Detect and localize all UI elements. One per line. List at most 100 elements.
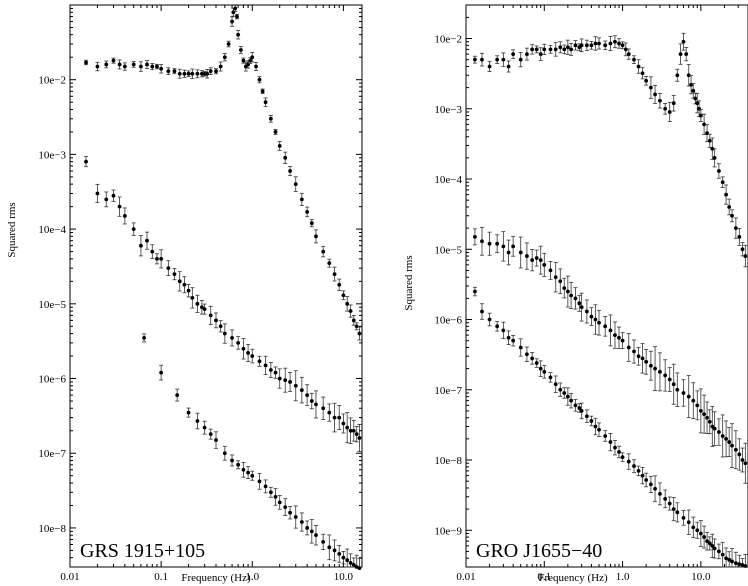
data-point bbox=[348, 428, 353, 433]
data-point bbox=[530, 258, 535, 263]
data-point bbox=[702, 122, 707, 127]
data-point bbox=[553, 275, 558, 280]
data-point bbox=[473, 289, 477, 294]
data-point bbox=[159, 256, 164, 261]
data-point bbox=[686, 73, 691, 78]
data-point bbox=[565, 394, 570, 399]
data-point bbox=[159, 370, 164, 375]
data-point bbox=[283, 505, 288, 510]
data-point bbox=[693, 96, 698, 101]
data-point bbox=[705, 539, 709, 544]
data-point bbox=[202, 307, 207, 311]
data-point bbox=[139, 243, 143, 248]
data-point bbox=[293, 182, 298, 187]
data-point bbox=[613, 333, 617, 338]
data-point bbox=[530, 47, 535, 52]
data-point bbox=[743, 564, 748, 568]
data-point bbox=[257, 479, 262, 484]
data-point bbox=[202, 425, 207, 430]
data-point bbox=[653, 366, 657, 371]
data-point bbox=[743, 461, 748, 466]
data-point bbox=[195, 301, 200, 306]
data-point bbox=[195, 419, 200, 423]
data-point bbox=[632, 464, 636, 468]
data-point bbox=[186, 71, 191, 76]
data-point bbox=[740, 458, 745, 462]
data-point bbox=[142, 335, 146, 340]
data-point bbox=[332, 272, 337, 276]
data-point bbox=[273, 370, 278, 375]
data-point bbox=[686, 394, 691, 399]
data-point bbox=[351, 428, 356, 433]
data-point bbox=[548, 375, 553, 380]
data-point bbox=[277, 143, 282, 148]
data-point bbox=[348, 561, 353, 565]
data-point bbox=[695, 528, 700, 533]
data-point bbox=[623, 47, 628, 52]
data-point bbox=[525, 52, 529, 57]
data-point bbox=[589, 43, 594, 48]
data-point bbox=[246, 351, 250, 355]
data-point bbox=[122, 214, 127, 218]
data-point bbox=[501, 57, 506, 62]
data-point bbox=[542, 262, 547, 267]
data-point bbox=[720, 434, 725, 438]
data-point bbox=[293, 383, 298, 388]
data-point bbox=[727, 205, 732, 209]
data-point bbox=[268, 116, 273, 121]
data-point bbox=[534, 361, 539, 365]
data-point bbox=[589, 314, 594, 319]
data-point bbox=[195, 71, 200, 76]
data-point bbox=[117, 62, 122, 67]
data-point bbox=[139, 64, 143, 69]
data-point bbox=[577, 406, 582, 410]
data-point bbox=[345, 301, 350, 306]
data-point bbox=[182, 282, 187, 287]
data-point bbox=[495, 241, 500, 246]
data-point bbox=[593, 41, 598, 46]
data-point bbox=[640, 71, 645, 76]
data-point bbox=[263, 100, 268, 105]
data-point bbox=[283, 155, 288, 160]
data-point bbox=[720, 180, 725, 185]
data-point bbox=[653, 486, 657, 491]
data-point bbox=[613, 445, 617, 450]
y-tick-label: 10e−6 bbox=[38, 374, 66, 386]
data-point bbox=[691, 398, 696, 403]
data-point bbox=[473, 57, 477, 62]
data-point bbox=[214, 438, 218, 442]
data-point bbox=[131, 62, 136, 67]
data-point bbox=[155, 256, 159, 261]
data-point bbox=[603, 43, 608, 48]
data-point bbox=[321, 540, 326, 544]
data-point bbox=[597, 41, 601, 46]
data-point bbox=[702, 535, 707, 539]
data-point bbox=[737, 234, 742, 239]
y-tick-label: 10e−5 bbox=[434, 244, 462, 256]
series-2 bbox=[472, 286, 748, 568]
x-tick-label: 10.0 bbox=[691, 571, 711, 583]
data-point bbox=[254, 64, 258, 69]
data-point bbox=[730, 213, 734, 218]
data-point bbox=[345, 425, 350, 430]
series-1 bbox=[84, 156, 362, 452]
data-point bbox=[553, 382, 558, 387]
data-point bbox=[236, 340, 241, 345]
data-point bbox=[733, 226, 738, 231]
data-point bbox=[214, 318, 218, 323]
x-tick-label: 0.1 bbox=[537, 571, 551, 583]
data-point bbox=[727, 557, 732, 562]
y-tick-label: 10e−3 bbox=[434, 104, 462, 116]
data-point bbox=[617, 41, 621, 46]
data-point bbox=[579, 409, 584, 413]
data-point bbox=[579, 43, 584, 48]
data-point bbox=[584, 309, 589, 314]
data-point bbox=[743, 254, 748, 258]
series-2 bbox=[142, 333, 362, 570]
data-point bbox=[175, 393, 180, 398]
data-point bbox=[288, 380, 292, 384]
y-tick-label: 10e−3 bbox=[38, 149, 66, 161]
data-point bbox=[241, 346, 246, 351]
data-point bbox=[337, 282, 342, 287]
